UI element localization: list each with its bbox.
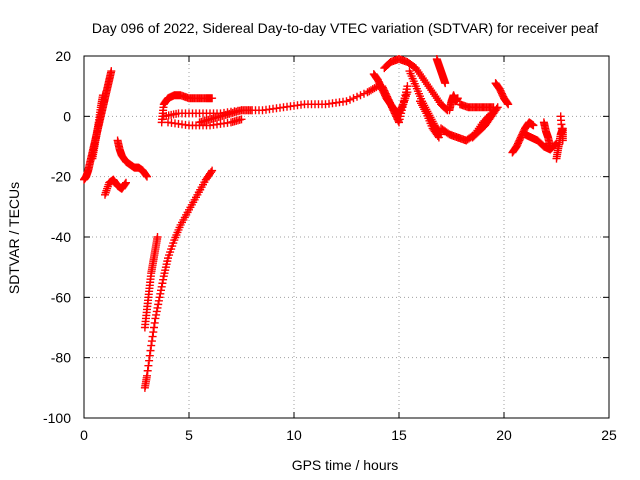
data-point [403, 82, 412, 91]
y-tick-label: 0 [63, 108, 71, 124]
series-arc-f [140, 166, 217, 392]
x-tick-label: 0 [80, 427, 88, 443]
data-point [153, 233, 162, 241]
data-point [122, 178, 130, 187]
data-point [493, 103, 502, 112]
x-tick-labels: 0 5 10 15 20 25 [80, 427, 617, 443]
y-tick-label: 20 [55, 48, 71, 64]
data-points [80, 55, 567, 392]
series-arc-b [88, 91, 107, 163]
series-arc-i [164, 115, 246, 130]
x-tick-label: 25 [601, 427, 617, 443]
y-tick-labels: -100 -80 -60 -40 -20 0 20 [43, 48, 71, 426]
series-arc-c [101, 175, 130, 199]
series-arc-g [157, 91, 217, 127]
series-arc-r [445, 91, 462, 115]
data-point [144, 361, 153, 370]
data-point [349, 94, 358, 103]
series-arc-e [140, 233, 162, 332]
x-tick-label: 20 [496, 427, 512, 443]
data-point [434, 133, 443, 142]
data-point [237, 115, 246, 124]
data-point [98, 91, 107, 100]
data-point [453, 94, 462, 103]
data-point [433, 131, 442, 140]
plot-border [83, 55, 610, 419]
y-axis-label: SDTVAR / TECUs [6, 182, 22, 294]
y-tick-label: -100 [43, 410, 71, 426]
series-arc-l [380, 55, 452, 115]
y-tick-label: -80 [51, 350, 71, 366]
x-tick-label: 10 [286, 427, 302, 443]
data-point [353, 92, 361, 101]
series-arc-m [378, 82, 412, 127]
data-point [208, 94, 217, 103]
series-arc-u [491, 79, 513, 109]
y-tick-label: -40 [51, 229, 71, 245]
x-tick-label: 15 [391, 427, 407, 443]
data-point [546, 142, 555, 151]
data-point [158, 279, 167, 288]
data-point [147, 337, 156, 346]
data-point [360, 89, 368, 98]
y-tick-label: -20 [51, 169, 71, 185]
series-arc-o [416, 97, 443, 142]
data-point [151, 314, 160, 323]
data-point [356, 91, 365, 100]
x-tick-label: 5 [185, 427, 193, 443]
series-arc-p [432, 55, 450, 88]
series-arc-s [455, 100, 498, 112]
series-arc-d [113, 136, 151, 181]
data-point [342, 97, 351, 106]
data-point [504, 100, 513, 109]
data-point [207, 168, 216, 177]
series-arc-x [539, 118, 555, 151]
x-axis-label: GPS time / hours [292, 457, 399, 473]
series-arc-j [195, 106, 256, 127]
series-arc-y [552, 112, 567, 163]
data-point [248, 106, 256, 115]
y-tick-label: -60 [51, 289, 71, 305]
data-point [143, 172, 151, 181]
data-point [492, 104, 501, 113]
series-arc-t [468, 103, 502, 142]
data-point [556, 112, 565, 121]
data-point [346, 95, 354, 104]
data-point [441, 79, 450, 88]
data-point [107, 67, 116, 76]
chart-title: Day 096 of 2022, Sidereal Day-to-day VTE… [92, 20, 598, 36]
data-point [208, 166, 217, 175]
data-point [154, 296, 163, 305]
data-point [529, 121, 538, 130]
